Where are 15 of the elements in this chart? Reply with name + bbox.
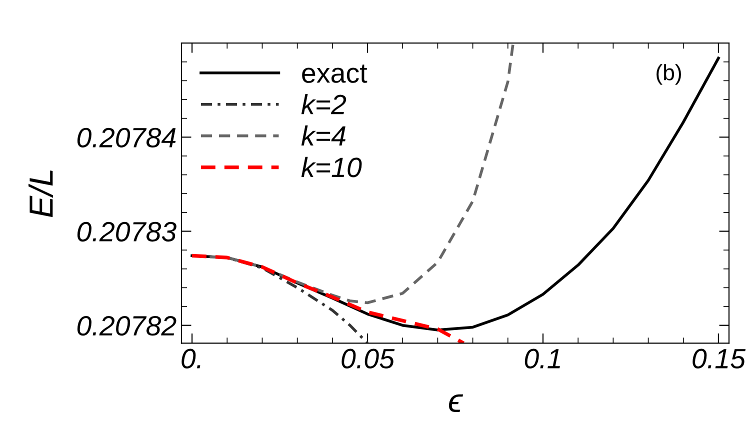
legend-label: exact — [302, 64, 368, 83]
line-series — [190, 254, 466, 344]
y-axis-title: E/L — [28, 170, 53, 218]
x-tick-label: 0.15 — [692, 348, 746, 368]
y-tick-label: 0.20782 — [77, 316, 176, 336]
y-tick-label: 0.20783 — [77, 222, 176, 242]
x-tick-label: 0. — [182, 348, 200, 368]
y-tick-label: 0.20784 — [77, 128, 176, 148]
legend-label: k=2 — [301, 94, 346, 114]
x-axis-title: ϵ — [448, 394, 464, 412]
x-tick-label: 0.1 — [524, 348, 560, 368]
legend-label: k=4 — [301, 125, 346, 146]
legend-label: k=10 — [301, 156, 362, 178]
annotation: (b) — [656, 64, 681, 85]
x-tick-label: 0.05 — [342, 348, 395, 368]
